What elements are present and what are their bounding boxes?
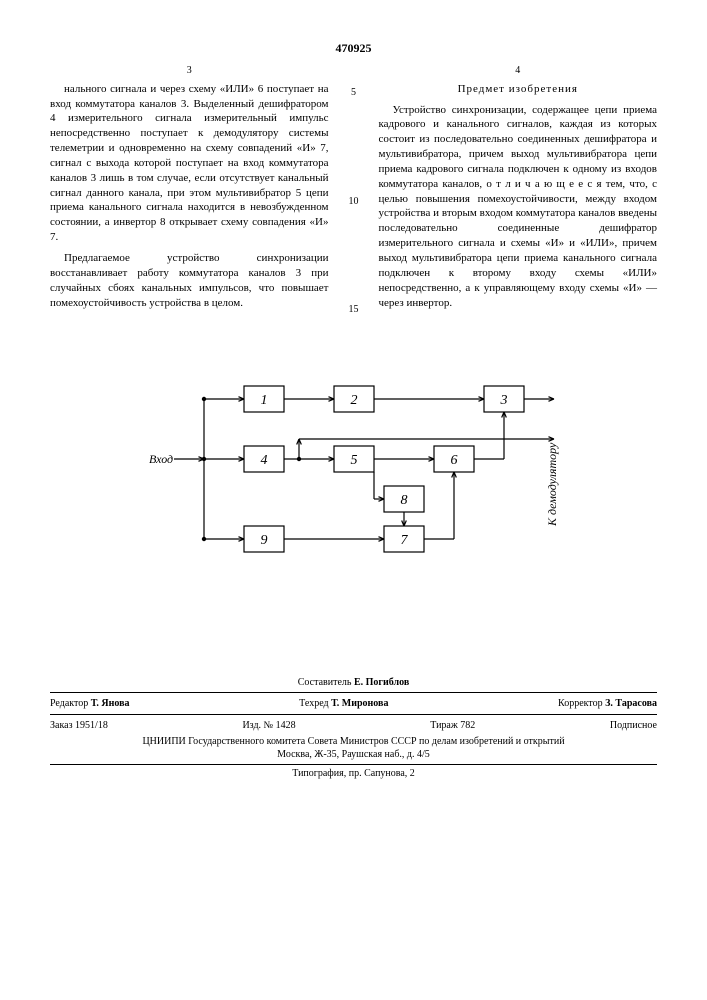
sign: Подписное xyxy=(610,719,657,733)
marker-15: 15 xyxy=(347,303,361,317)
svg-text:1: 1 xyxy=(260,393,267,408)
corrector: З. Тарасова xyxy=(605,698,657,709)
tech: Т. Миронова xyxy=(331,698,388,709)
editor: Т. Янова xyxy=(91,698,130,709)
right-p1: Устройство синхронизации, содержащее цеп… xyxy=(379,103,658,311)
marker-10: 10 xyxy=(347,195,361,209)
compiler-label: Составитель xyxy=(298,677,352,688)
tirazh: Тираж 782 xyxy=(430,719,475,733)
svg-text:2: 2 xyxy=(350,393,357,408)
svg-text:К демодулятору: К демодулятору xyxy=(545,442,559,527)
right-page-num: 4 xyxy=(379,64,658,78)
left-p1: нального сигнала и через схему «ИЛИ» 6 п… xyxy=(50,82,329,245)
svg-text:9: 9 xyxy=(260,533,267,548)
left-page-num: 3 xyxy=(50,64,329,78)
svg-text:4: 4 xyxy=(260,453,267,468)
footer: Составитель Е. Погиблов Редактор Т. Янов… xyxy=(50,676,657,780)
izd: Изд. № 1428 xyxy=(242,719,295,733)
tech-label: Техред xyxy=(299,698,328,709)
left-p2: Предлагаемое устройство синхронизации во… xyxy=(50,251,329,310)
block-diagram: Вход К демодулятору 1 2 3 4 5 6 8 9 7 xyxy=(144,376,564,576)
left-column: 3 нального сигнала и через схему «ИЛИ» 6… xyxy=(50,64,329,316)
svg-text:8: 8 xyxy=(400,493,407,508)
order: Заказ 1951/18 xyxy=(50,719,108,733)
svg-text:Вход: Вход xyxy=(149,452,173,466)
line-markers: 5 10 15 xyxy=(347,64,361,316)
print: Типография, пр. Сапунова, 2 xyxy=(50,767,657,781)
text-columns: 3 нального сигнала и через схему «ИЛИ» 6… xyxy=(50,64,657,316)
svg-text:3: 3 xyxy=(499,393,507,408)
editor-label: Редактор xyxy=(50,698,88,709)
right-column: 4 Предмет изобретения Устройство синхрон… xyxy=(379,64,658,316)
subject-title: Предмет изобретения xyxy=(379,82,658,97)
svg-text:6: 6 xyxy=(450,453,457,468)
org: ЦНИИПИ Государственного комитета Совета … xyxy=(50,735,657,749)
corrector-label: Корректор xyxy=(558,698,603,709)
addr: Москва, Ж-35, Раушская наб., д. 4/5 xyxy=(50,748,657,762)
patent-number: 470925 xyxy=(50,40,657,56)
svg-text:5: 5 xyxy=(350,453,357,468)
svg-text:7: 7 xyxy=(400,533,408,548)
marker-5: 5 xyxy=(347,86,361,100)
compiler: Е. Погиблов xyxy=(354,677,409,688)
